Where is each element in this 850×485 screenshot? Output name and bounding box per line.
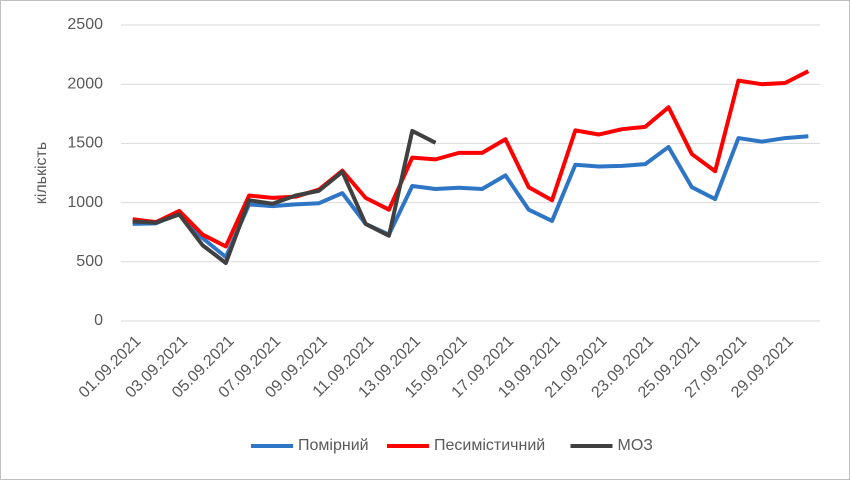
legend-label: МОЗ bbox=[618, 437, 653, 454]
series-line bbox=[132, 69, 810, 249]
y-tick-label: 1500 bbox=[67, 135, 103, 152]
y-tick-label: 2000 bbox=[67, 75, 103, 92]
legend-label: Песимістичний bbox=[434, 437, 545, 454]
y-tick-label: 2500 bbox=[67, 16, 103, 33]
series-line bbox=[132, 128, 437, 265]
y-tick-label: 1000 bbox=[67, 194, 103, 211]
legend-label: Помірний bbox=[298, 437, 369, 454]
y-axis-label: кількість bbox=[33, 142, 50, 204]
y-tick-label: 0 bbox=[94, 312, 103, 329]
y-tick-label: 500 bbox=[76, 253, 103, 270]
